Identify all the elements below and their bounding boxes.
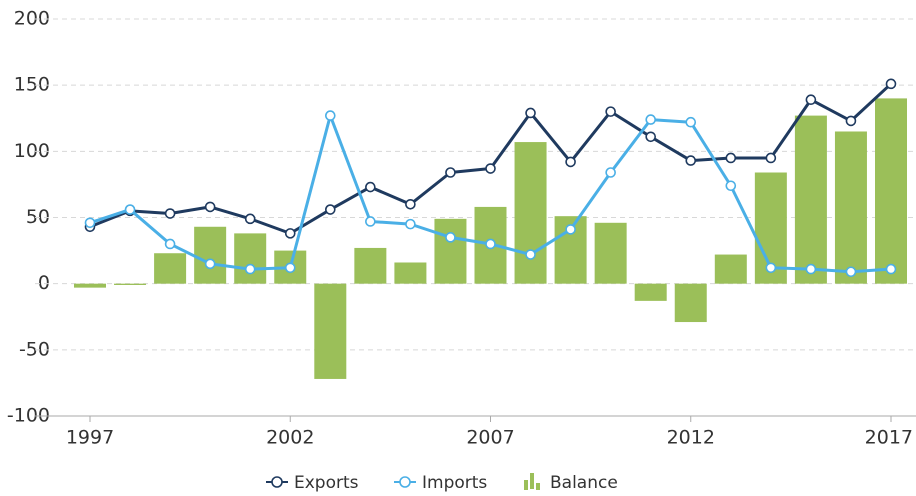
legend-label: Imports (422, 473, 487, 493)
bar (834, 131, 867, 284)
point (204, 258, 216, 270)
point (164, 208, 176, 219)
legend-item[interactable]: Imports (394, 473, 487, 493)
legend-marker (530, 473, 534, 489)
legend-marker (271, 476, 283, 488)
point (204, 201, 216, 213)
x-tick-label: 2017 (865, 427, 913, 449)
bar (314, 283, 347, 379)
bar (875, 98, 907, 284)
y-tick-label: 150 (14, 74, 50, 96)
legend: Exports Imports Balance (266, 473, 618, 493)
x-tick-label: 1997 (66, 427, 114, 449)
legend-label: Exports (294, 473, 359, 493)
point (485, 238, 496, 250)
point (565, 224, 576, 235)
point (284, 228, 296, 239)
point (765, 262, 777, 274)
point (445, 167, 456, 178)
point (885, 78, 897, 90)
x-tick-label: 2012 (667, 427, 715, 449)
bar (714, 254, 747, 284)
bar (674, 283, 707, 323)
point (765, 152, 777, 164)
bar (114, 283, 147, 285)
bar (434, 218, 467, 284)
point (445, 232, 456, 243)
point (365, 216, 376, 227)
point (645, 131, 657, 143)
point (365, 181, 376, 193)
bar (154, 253, 187, 284)
point (84, 217, 96, 229)
legend-item[interactable]: Exports (266, 473, 359, 493)
bar (394, 262, 427, 284)
point (244, 213, 256, 225)
y-tick-label: 0 (38, 272, 50, 294)
point (845, 115, 857, 127)
point (284, 262, 296, 274)
bar (234, 233, 267, 284)
x-tick-label: 2007 (466, 427, 514, 449)
y-tick-label: -50 (19, 338, 50, 360)
legend-marker (524, 480, 528, 490)
bar (194, 226, 227, 284)
legend-marker (399, 476, 411, 488)
bar (514, 142, 547, 284)
legend-item[interactable]: Balance (524, 473, 618, 493)
point (845, 266, 857, 278)
point (164, 238, 176, 250)
point (244, 263, 256, 275)
point (405, 218, 416, 230)
point (885, 263, 897, 275)
point (685, 155, 697, 166)
point (685, 116, 697, 128)
point (324, 204, 336, 215)
point (565, 156, 576, 168)
point (645, 114, 657, 125)
point (405, 198, 416, 210)
y-tick-label: 100 (14, 140, 50, 162)
legend-label: Balance (550, 473, 618, 493)
y-tick-label: 200 (14, 8, 50, 30)
y-tick-label: -100 (7, 405, 50, 427)
point (485, 163, 496, 174)
x-tick-label: 2002 (266, 427, 314, 449)
point (725, 180, 737, 192)
point (605, 167, 616, 178)
point (324, 110, 336, 121)
point (525, 249, 536, 260)
point (805, 263, 817, 275)
bar (634, 283, 667, 301)
bar (794, 115, 827, 284)
point (805, 94, 817, 106)
point (605, 106, 616, 117)
bar (594, 222, 627, 284)
bar (354, 247, 387, 284)
point (525, 107, 536, 119)
bar (74, 283, 106, 288)
legend-marker (536, 483, 540, 490)
point (725, 152, 737, 164)
point (124, 204, 136, 215)
